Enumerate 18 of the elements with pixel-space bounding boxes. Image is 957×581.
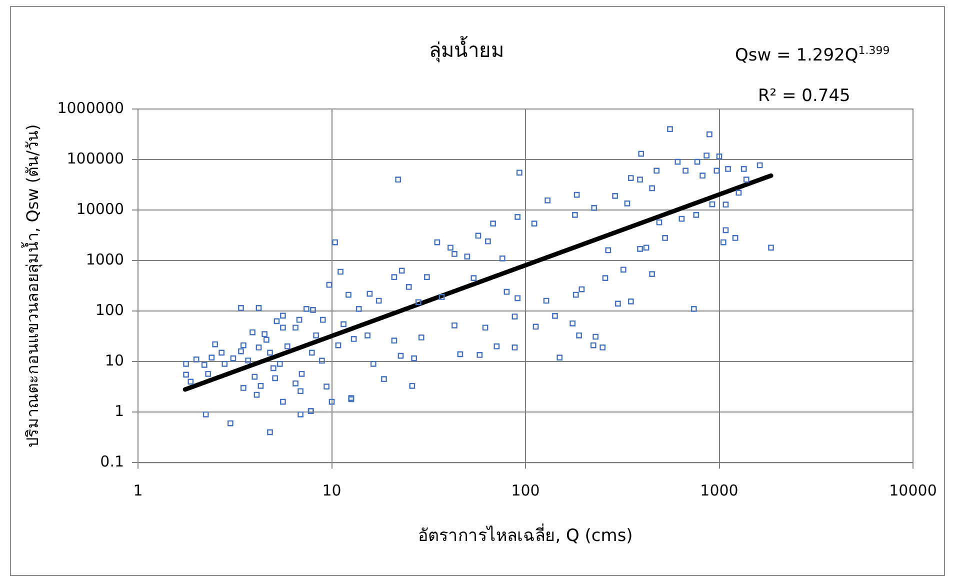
y-tick-label: 10000 bbox=[76, 200, 124, 218]
y-tick-label: 1000 bbox=[86, 250, 124, 268]
y-tick-label: 100000 bbox=[66, 149, 124, 168]
x-tick-label: 10 bbox=[322, 481, 342, 500]
x-tick-label: 1000 bbox=[700, 481, 738, 500]
y-tick-label: 1 bbox=[114, 402, 124, 420]
y-tick-label: 10 bbox=[104, 351, 124, 370]
chart-title: ลุ่มน้ำยม bbox=[429, 36, 504, 64]
text: R² = 0.745 bbox=[758, 86, 850, 106]
y-tick-label: 1000000 bbox=[57, 98, 124, 117]
text: Qsw = 1.292Q$^{1.399}$ bbox=[735, 44, 890, 66]
x-tick-label: 10000 bbox=[889, 481, 937, 500]
x-axis-title: อัตราการไหลเฉลี่ย, Q (cms) bbox=[418, 523, 633, 546]
x-tick-label: 1 bbox=[133, 481, 143, 500]
x-tick-label: 100 bbox=[511, 481, 540, 500]
y-tick-label: 0.1 bbox=[100, 452, 124, 470]
y-axis-title: ปริมาณตะกอนแขวนลอยลุ่มน้ำ, Qsw (ตัน/วัน) bbox=[20, 124, 43, 448]
y-tick-label: 100 bbox=[95, 300, 124, 319]
